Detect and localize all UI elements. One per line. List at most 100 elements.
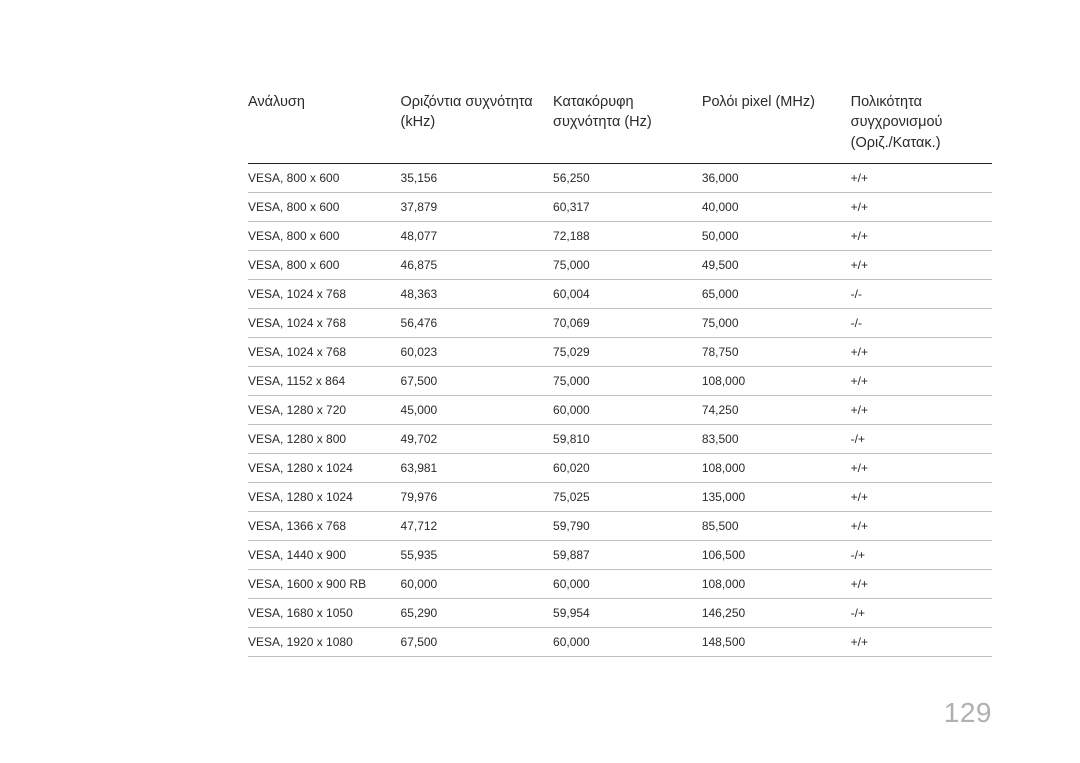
table-row: VESA, 800 x 60048,07772,18850,000+/+ [248,221,992,250]
timing-table: Ανάλυση Οριζόντια συχνότητα (kHz) Κατακό… [248,92,992,657]
table-row: VESA, 1440 x 90055,93559,887106,500-/+ [248,540,992,569]
table-cell: VESA, 1280 x 1024 [248,453,401,482]
table-cell: 45,000 [401,395,554,424]
table-cell: 59,810 [553,424,702,453]
table-row: VESA, 800 x 60035,15656,25036,000+/+ [248,163,992,192]
table-cell: 106,500 [702,540,851,569]
table-cell: 85,500 [702,511,851,540]
table-cell: 72,188 [553,221,702,250]
table-cell: 59,954 [553,598,702,627]
table-cell: 75,000 [553,250,702,279]
table-cell: 49,702 [401,424,554,453]
col-header: Κατακόρυφη συχνότητα (Hz) [553,92,702,163]
table-row: VESA, 1280 x 72045,00060,00074,250+/+ [248,395,992,424]
table-cell: 75,029 [553,337,702,366]
table-cell: 65,290 [401,598,554,627]
table-cell: 70,069 [553,308,702,337]
table-cell: 40,000 [702,192,851,221]
col-header: Ρολόι pixel (MHz) [702,92,851,163]
table-cell: VESA, 1600 x 900 RB [248,569,401,598]
table-cell: -/- [851,279,992,308]
table-cell: 75,025 [553,482,702,511]
table-cell: 108,000 [702,453,851,482]
table-cell: 60,020 [553,453,702,482]
table-cell: +/+ [851,337,992,366]
table-cell: 60,000 [553,395,702,424]
table-cell: 75,000 [702,308,851,337]
table-cell: 48,363 [401,279,554,308]
table-cell: +/+ [851,511,992,540]
table-cell: 60,317 [553,192,702,221]
table-cell: 67,500 [401,627,554,656]
table-cell: 146,250 [702,598,851,627]
table-cell: 56,476 [401,308,554,337]
table-cell: 60,000 [401,569,554,598]
table-row: VESA, 1920 x 108067,50060,000148,500+/+ [248,627,992,656]
table-cell: VESA, 1366 x 768 [248,511,401,540]
table-cell: 36,000 [702,163,851,192]
table-cell: -/+ [851,540,992,569]
table-cell: VESA, 1280 x 800 [248,424,401,453]
table-cell: 74,250 [702,395,851,424]
table-cell: 60,000 [553,569,702,598]
table-cell: +/+ [851,366,992,395]
table-cell: 78,750 [702,337,851,366]
col-header: Ανάλυση [248,92,401,163]
table-cell: 35,156 [401,163,554,192]
table-cell: VESA, 1152 x 864 [248,366,401,395]
table-cell: VESA, 800 x 600 [248,163,401,192]
table-header-row: Ανάλυση Οριζόντια συχνότητα (kHz) Κατακό… [248,92,992,163]
table-cell: +/+ [851,482,992,511]
table-cell: 47,712 [401,511,554,540]
table-cell: +/+ [851,627,992,656]
table-cell: VESA, 800 x 600 [248,192,401,221]
table-cell: 48,077 [401,221,554,250]
table-cell: +/+ [851,453,992,482]
table-cell: 50,000 [702,221,851,250]
table-cell: -/- [851,308,992,337]
table-row: VESA, 1152 x 86467,50075,000108,000+/+ [248,366,992,395]
page-number: 129 [944,697,992,729]
table-row: VESA, 1680 x 105065,29059,954146,250-/+ [248,598,992,627]
table-cell: 83,500 [702,424,851,453]
document-page: Ανάλυση Οριζόντια συχνότητα (kHz) Κατακό… [0,0,1080,763]
table-cell: VESA, 800 x 600 [248,221,401,250]
table-cell: 108,000 [702,569,851,598]
table-row: VESA, 1024 x 76848,36360,00465,000-/- [248,279,992,308]
table-cell: 37,879 [401,192,554,221]
table-row: VESA, 1280 x 80049,70259,81083,500-/+ [248,424,992,453]
table-cell: 55,935 [401,540,554,569]
table-row: VESA, 1280 x 102479,97675,025135,000+/+ [248,482,992,511]
table-cell: 65,000 [702,279,851,308]
table-cell: 49,500 [702,250,851,279]
table-cell: 60,023 [401,337,554,366]
table-cell: 60,000 [553,627,702,656]
table-cell: VESA, 1024 x 768 [248,279,401,308]
table-cell: +/+ [851,221,992,250]
col-header: Οριζόντια συχνότητα (kHz) [401,92,554,163]
table-cell: 56,250 [553,163,702,192]
table-cell: +/+ [851,395,992,424]
table-row: VESA, 1280 x 102463,98160,020108,000+/+ [248,453,992,482]
table-cell: VESA, 1280 x 1024 [248,482,401,511]
table-cell: 59,790 [553,511,702,540]
table-cell: VESA, 1024 x 768 [248,337,401,366]
table-cell: 108,000 [702,366,851,395]
table-cell: 46,875 [401,250,554,279]
table-cell: VESA, 1280 x 720 [248,395,401,424]
table-cell: +/+ [851,192,992,221]
table-cell: 148,500 [702,627,851,656]
table-cell: 63,981 [401,453,554,482]
table-cell: -/+ [851,598,992,627]
table-cell: VESA, 800 x 600 [248,250,401,279]
table-body: VESA, 800 x 60035,15656,25036,000+/+VESA… [248,163,992,656]
table-cell: +/+ [851,569,992,598]
table-row: VESA, 800 x 60046,87575,00049,500+/+ [248,250,992,279]
table-row: VESA, 1366 x 76847,71259,79085,500+/+ [248,511,992,540]
table-cell: -/+ [851,424,992,453]
table-cell: 135,000 [702,482,851,511]
table-row: VESA, 1024 x 76860,02375,02978,750+/+ [248,337,992,366]
table-cell: 59,887 [553,540,702,569]
table-cell: VESA, 1680 x 1050 [248,598,401,627]
table-cell: VESA, 1920 x 1080 [248,627,401,656]
